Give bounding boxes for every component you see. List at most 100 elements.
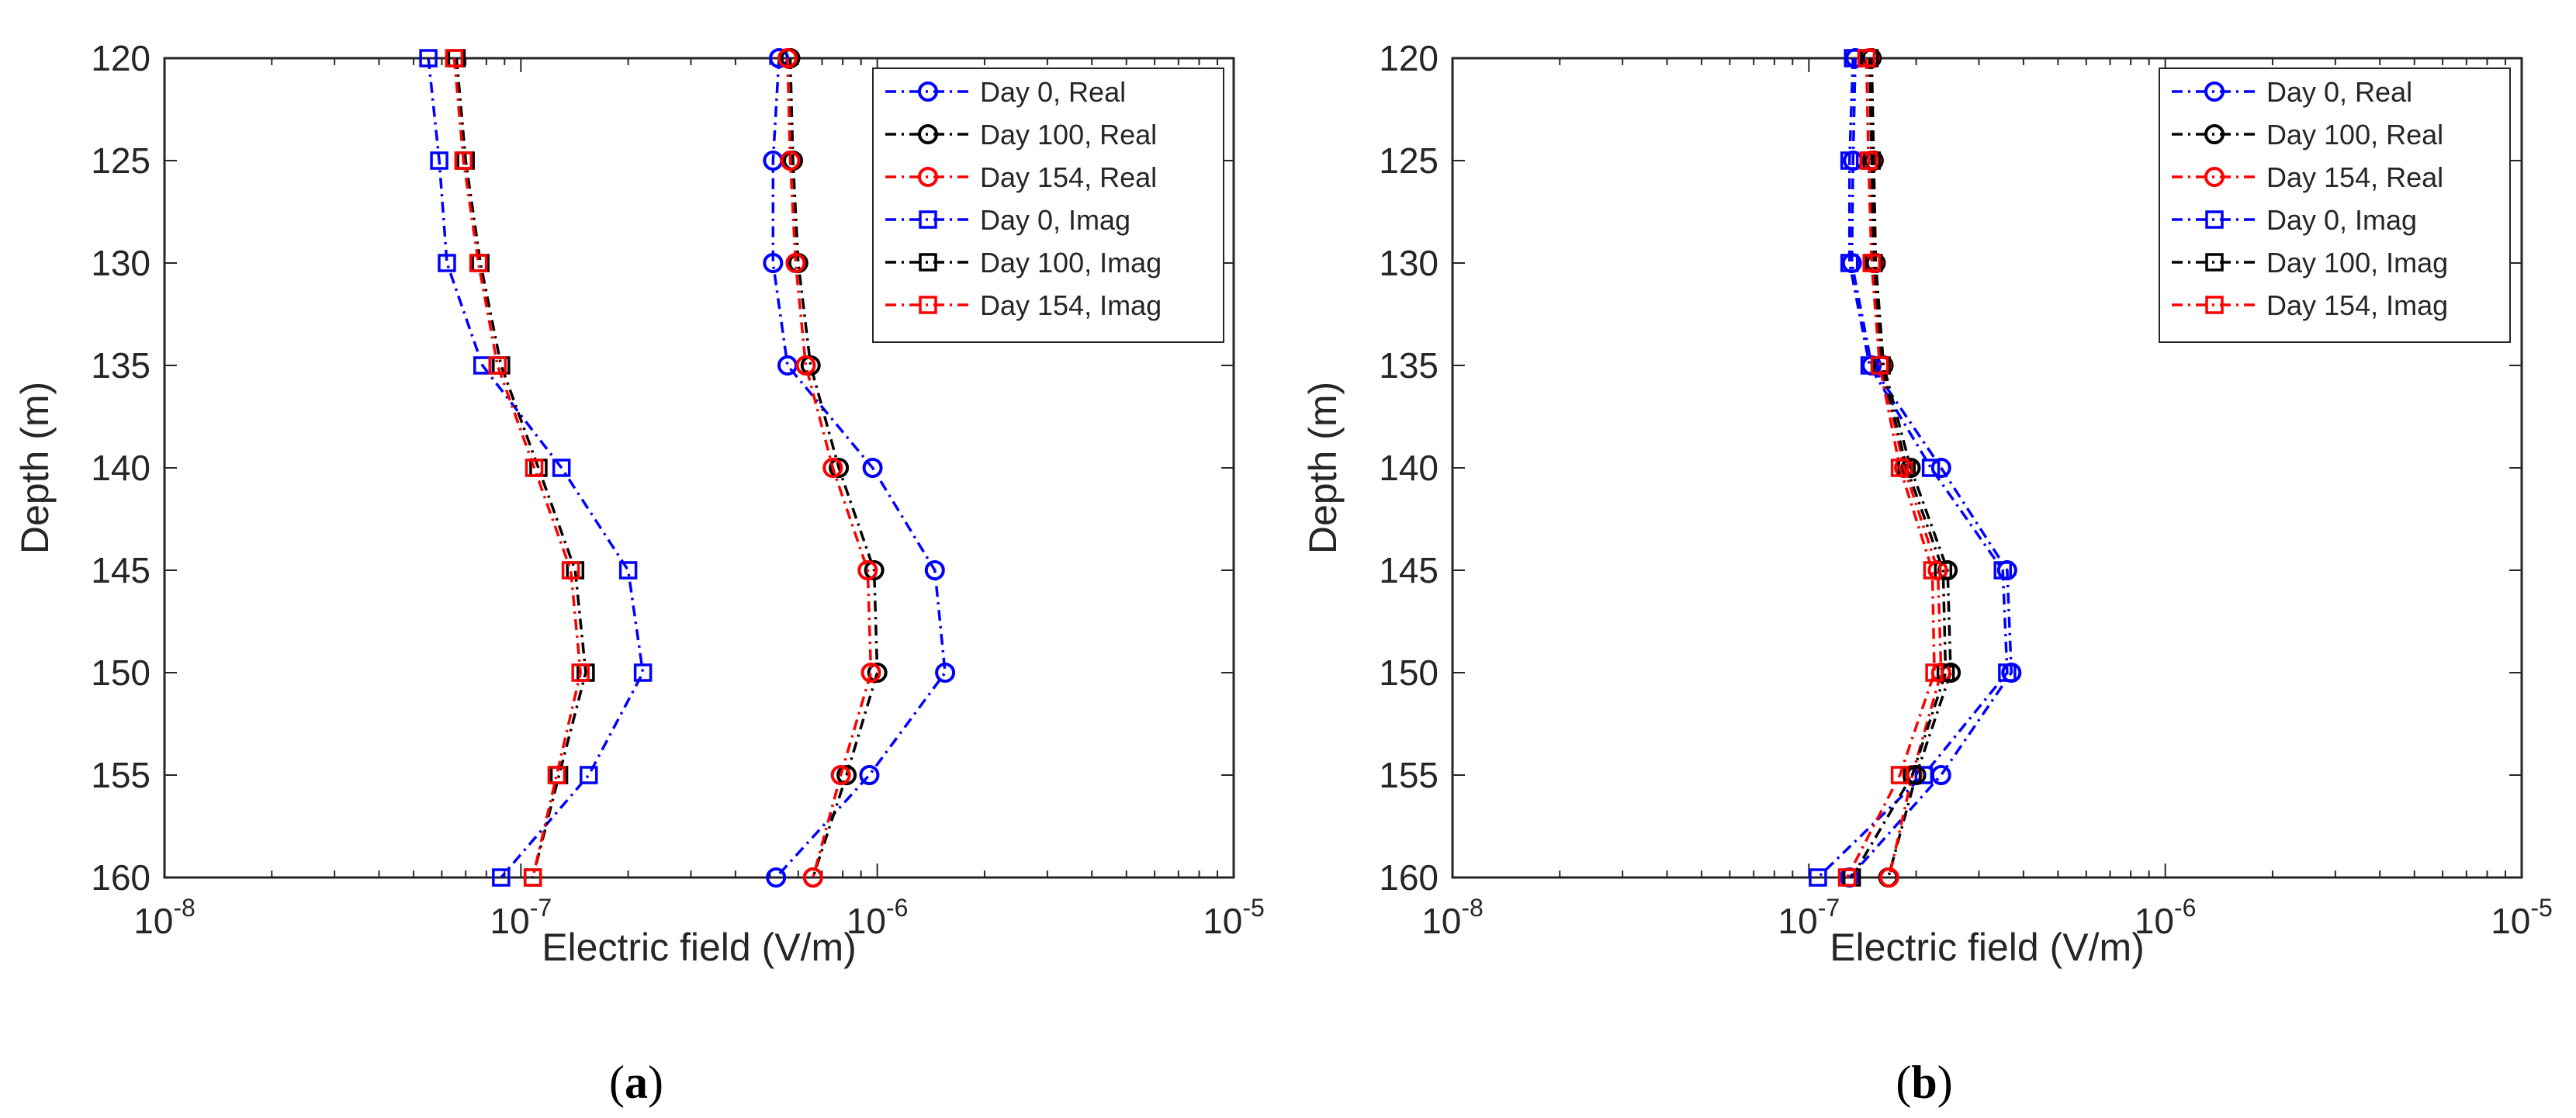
x-tick-base: 10 [2135,901,2174,941]
series-line [1846,57,1936,878]
y-tick-label: 130 [1379,243,1439,283]
series-line [771,57,947,879]
y-tick-labels: 120 125 130 135 140 145 150 155 160 [91,38,151,898]
y-tick-label: 135 [91,345,151,386]
x-tick-exponent: -8 [1461,894,1483,922]
data-point [1925,663,1944,682]
data-point [867,663,888,683]
y-tick-label: 135 [1379,345,1439,386]
series-day-154-imag [445,49,590,887]
data-point [547,766,566,784]
series-line [1816,57,2009,879]
y-tick-label: 155 [91,755,151,795]
x-tick-exponent: -5 [2530,894,2552,922]
y-tick-label: 140 [1379,448,1439,488]
x-tick-label: 10-8 [1421,894,1484,941]
legend-label: Day 100, Real [980,119,1157,151]
legend-label: Day 100, Imag [980,247,1162,279]
x-tick-exponent: -6 [886,894,908,922]
y-tick-label: 125 [91,140,151,181]
data-point [633,663,653,682]
x-tick-base: 10 [1203,901,1242,941]
legend: Day 0, Real Day 100, Real Day 154, Real Day… [2159,67,2511,343]
data-point [1859,151,1878,170]
x-axis-label: Electric field (V/m) [1830,926,2145,969]
data-point [859,765,880,785]
data-point [469,254,488,272]
x-tick-exponent: -7 [1818,894,1840,922]
legend-entry: Day 0, Imag [885,204,1130,236]
data-point [1914,766,1934,784]
data-point [1840,151,1859,170]
series-line [786,57,873,878]
legend-marker [918,167,938,187]
legend-marker [919,296,937,314]
series-line [452,57,582,878]
legend-entry: Day 154, Imag [2172,289,2448,321]
y-tick-label: 125 [1379,140,1439,181]
data-point [618,561,638,580]
data-point [777,48,798,68]
series-line [455,57,587,878]
y-tick-label: 155 [1379,755,1439,795]
x-tick-base: 10 [2491,901,2530,941]
legend-label: Day 154, Real [980,161,1157,193]
panel-caption: (b) [1896,1057,1952,1108]
caption-close: ) [648,1057,663,1108]
data-point [1857,49,1876,67]
legend-marker [918,124,938,144]
legend-marker [918,81,938,102]
series-layer [1809,48,2022,888]
data-point [1809,868,1827,887]
x-tick-label: 10-7 [1778,894,1840,941]
x-tick-base: 10 [133,901,173,941]
data-point [857,560,878,580]
legend-entry: Day 100, Imag [2172,247,2448,279]
x-tick-exponent: -6 [2174,894,2196,922]
data-point [438,254,456,272]
data-point [1870,356,1889,375]
caption-close: ) [1937,1057,1953,1108]
data-point [1921,459,1941,477]
data-point [1936,663,1955,682]
caption-letter: b [1911,1057,1937,1108]
data-point [862,458,883,478]
data-point [523,868,542,887]
x-tick-exponent: -8 [173,894,195,922]
legend-marker [2205,210,2224,229]
data-point [1934,561,1953,580]
series-day-0-imag [1809,49,2017,887]
legend-entry: Day 100, Real [2172,119,2443,151]
legend-entry: Day 154, Imag [885,289,1162,321]
legend-marker [919,253,937,272]
legend-label: Day 154, Imag [980,289,1162,321]
x-tick-base: 10 [490,901,530,941]
data-point [864,560,885,580]
data-point [561,561,580,580]
data-point [1840,254,1859,272]
x-tick-exponent: -7 [530,894,552,922]
x-tick-base: 10 [1778,901,1818,941]
legend: Day 0, Real Day 100, Real Day 154, Real Day… [872,67,1224,343]
x-tick-label: 10-5 [1203,894,1265,941]
data-point [802,867,823,888]
y-tick-label: 150 [1379,652,1439,693]
y-tick-label: 130 [91,243,151,283]
legend-entry: Day 154, Real [885,161,1157,193]
data-point [1862,254,1881,272]
legend-marker [2204,81,2225,102]
data-point [924,560,945,580]
y-tick-label: 150 [91,652,151,693]
data-point [860,663,881,683]
caption-open: ( [1896,1057,1911,1108]
legend-label: Day 154, Imag [2266,289,2448,321]
data-point [1878,867,1899,888]
x-axis-label: Electric field (V/m) [542,926,857,969]
series-day-154-real [777,48,881,888]
data-point [571,663,590,682]
legend-marker [919,210,937,229]
series-line [427,57,645,879]
y-tick-label: 145 [1379,550,1439,590]
